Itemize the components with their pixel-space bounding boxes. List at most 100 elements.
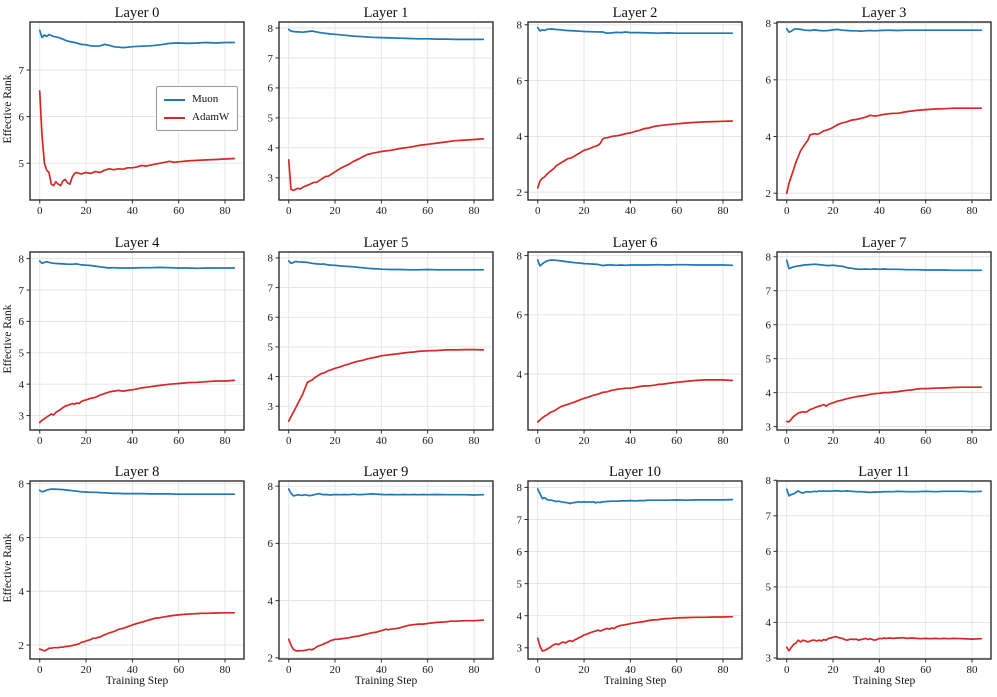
legend-item-adamw: AdamW — [164, 110, 229, 125]
panel-layer-4: Layer 4 Effective Rank 0 20 40 60 80 3 4 5 6 7 8 — [0, 230, 249, 459]
svg-text:4: 4 — [268, 143, 274, 155]
svg-text:40: 40 — [874, 205, 886, 217]
svg-text:20: 20 — [330, 664, 342, 676]
svg-text:8: 8 — [517, 250, 523, 262]
x-axis-label: Training Step — [105, 675, 169, 687]
svg-text:80: 80 — [718, 205, 730, 217]
plot-layer-11: 0 20 40 60 80 3 4 5 6 7 8 — [766, 475, 992, 676]
svg-text:7: 7 — [268, 282, 274, 294]
svg-text:60: 60 — [173, 435, 185, 447]
svg-text:20: 20 — [330, 205, 342, 217]
svg-text:6: 6 — [268, 538, 274, 550]
panel-title: Layer 0 — [114, 5, 160, 21]
svg-text:6: 6 — [766, 546, 772, 558]
svg-text:4: 4 — [766, 617, 772, 629]
panel-layer-9: Layer 9 0 20 40 60 80 2 4 6 8 Training Step — [249, 459, 498, 697]
svg-text:0: 0 — [37, 205, 43, 217]
legend: Muon AdamW — [156, 86, 239, 131]
plot-layer-5: 0 20 40 60 80 3 4 5 6 7 8 — [268, 251, 494, 447]
panel-title: Layer 9 — [363, 464, 409, 480]
svg-text:7: 7 — [517, 514, 523, 526]
y-axis-label: Effective Rank — [2, 304, 14, 374]
svg-text:0: 0 — [37, 435, 43, 447]
svg-text:8: 8 — [766, 18, 772, 30]
svg-text:4: 4 — [517, 369, 523, 381]
svg-text:80: 80 — [220, 664, 232, 676]
svg-text:5: 5 — [517, 578, 523, 590]
svg-text:0: 0 — [286, 664, 292, 676]
svg-text:40: 40 — [127, 435, 139, 447]
svg-text:40: 40 — [625, 664, 637, 676]
svg-text:80: 80 — [967, 664, 979, 676]
svg-text:40: 40 — [376, 664, 388, 676]
svg-text:4: 4 — [268, 371, 274, 383]
panel-title: Layer 11 — [858, 464, 910, 480]
svg-text:8: 8 — [268, 253, 274, 265]
svg-text:3: 3 — [19, 410, 25, 422]
svg-text:20: 20 — [828, 205, 840, 217]
plot-layer-1: 0 20 40 60 80 3 4 5 6 7 8 — [268, 21, 494, 217]
svg-text:8: 8 — [517, 482, 523, 494]
svg-text:80: 80 — [718, 664, 730, 676]
plot-layer-2: 0 20 40 60 80 2 4 6 8 — [517, 20, 743, 217]
svg-text:40: 40 — [127, 205, 139, 217]
svg-text:2: 2 — [766, 188, 772, 200]
panel-title: Layer 1 — [363, 5, 409, 21]
svg-text:6: 6 — [268, 312, 274, 324]
svg-text:5: 5 — [268, 342, 274, 354]
svg-text:60: 60 — [671, 435, 683, 447]
svg-text:6: 6 — [268, 83, 274, 95]
svg-text:20: 20 — [828, 664, 840, 676]
svg-text:4: 4 — [517, 131, 523, 143]
svg-text:0: 0 — [37, 664, 43, 676]
svg-text:40: 40 — [874, 664, 886, 676]
panel-title: Layer 3 — [861, 5, 907, 21]
plot-layer-4: 0 20 40 60 80 3 4 5 6 7 8 — [19, 251, 245, 447]
svg-text:80: 80 — [967, 205, 979, 217]
svg-text:0: 0 — [286, 435, 292, 447]
panel-layer-11: Layer 11 0 20 40 60 80 3 4 5 6 7 8 Training Step — [747, 459, 996, 697]
panel-title: Layer 5 — [363, 235, 409, 251]
svg-text:20: 20 — [828, 435, 840, 447]
svg-text:20: 20 — [579, 664, 591, 676]
panel-title: Layer 10 — [609, 464, 661, 480]
svg-text:60: 60 — [920, 435, 932, 447]
svg-text:60: 60 — [920, 664, 932, 676]
svg-text:6: 6 — [517, 310, 523, 322]
panel-layer-10: Layer 10 0 20 40 60 80 3 4 5 6 7 8 Training Step — [498, 459, 747, 697]
panel-title: Layer 8 — [114, 464, 160, 480]
svg-text:6: 6 — [517, 546, 523, 558]
svg-text:40: 40 — [376, 205, 388, 217]
svg-text:40: 40 — [625, 205, 637, 217]
svg-text:3: 3 — [268, 173, 274, 185]
svg-text:60: 60 — [671, 205, 683, 217]
svg-text:8: 8 — [19, 253, 25, 265]
legend-label-adamw: AdamW — [192, 111, 230, 123]
panel-title: Layer 7 — [861, 235, 907, 251]
svg-text:60: 60 — [173, 205, 185, 217]
svg-text:2: 2 — [268, 653, 274, 665]
svg-text:6: 6 — [19, 532, 25, 544]
svg-text:0: 0 — [784, 205, 790, 217]
svg-text:3: 3 — [268, 401, 274, 413]
svg-text:80: 80 — [718, 435, 730, 447]
svg-text:4: 4 — [19, 379, 25, 391]
x-axis-label: Training Step — [852, 675, 916, 687]
svg-text:40: 40 — [874, 435, 886, 447]
plot-layer-9: 0 20 40 60 80 2 4 6 8 — [268, 480, 494, 676]
panel-layer-7: Layer 7 0 20 40 60 80 3 4 5 6 7 8 — [747, 230, 996, 459]
svg-text:7: 7 — [19, 285, 25, 297]
svg-text:80: 80 — [220, 435, 232, 447]
svg-text:5: 5 — [766, 353, 772, 365]
x-axis-label: Training Step — [354, 675, 418, 687]
panel-layer-1: Layer 1 0 20 40 60 80 3 4 5 6 7 8 — [249, 0, 498, 230]
svg-text:7: 7 — [766, 511, 772, 523]
svg-text:60: 60 — [173, 664, 185, 676]
svg-text:4: 4 — [766, 131, 772, 143]
svg-text:5: 5 — [19, 158, 25, 170]
svg-text:3: 3 — [766, 421, 772, 433]
svg-text:40: 40 — [127, 664, 139, 676]
svg-text:20: 20 — [81, 435, 93, 447]
panel-layer-6: Layer 6 0 20 40 60 80 4 6 8 — [498, 230, 747, 459]
